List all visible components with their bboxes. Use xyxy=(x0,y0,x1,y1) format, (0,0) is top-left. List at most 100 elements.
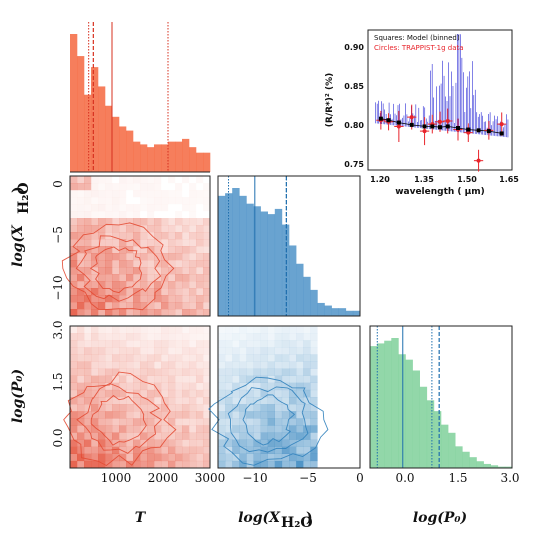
density-cell xyxy=(196,333,204,341)
density-cell xyxy=(267,460,275,469)
model-binned-point xyxy=(396,120,401,125)
density-cell xyxy=(218,404,226,412)
density-cell xyxy=(196,340,204,348)
density-cell xyxy=(70,176,78,184)
density-cell xyxy=(168,260,176,268)
density-cell xyxy=(154,340,162,348)
density-cell xyxy=(175,411,183,419)
density-cell xyxy=(303,361,311,369)
density-cell xyxy=(84,326,92,334)
density-cell xyxy=(84,232,92,240)
density-cell xyxy=(70,218,78,226)
density-cell xyxy=(126,453,134,462)
density-cell xyxy=(196,267,204,275)
density-cell xyxy=(189,218,197,226)
x-label-T: T xyxy=(135,510,147,526)
density-cell xyxy=(70,411,78,419)
density-cell xyxy=(98,225,106,233)
density-cell xyxy=(105,354,113,362)
density-cell xyxy=(154,274,162,282)
density-cell xyxy=(303,404,311,412)
density-cell xyxy=(203,439,211,447)
density-cell xyxy=(175,302,183,310)
density-cell xyxy=(218,411,226,419)
hist-bar xyxy=(168,141,176,172)
hist-bar xyxy=(462,451,470,468)
density-cell xyxy=(260,375,268,383)
density-cell xyxy=(253,382,261,391)
density-cell xyxy=(77,176,85,184)
hist-bar xyxy=(77,56,85,172)
density-cell xyxy=(203,309,211,317)
density-cell xyxy=(119,197,127,205)
inset-y-tick-0.85: 0.85 xyxy=(344,82,364,91)
density-cell xyxy=(260,397,268,405)
density-cell xyxy=(239,404,247,412)
density-cell xyxy=(77,197,85,205)
density-cell xyxy=(77,204,85,212)
density-cell xyxy=(182,309,190,317)
density-cell xyxy=(154,432,162,440)
density-cell xyxy=(175,404,183,412)
density-cell xyxy=(91,418,99,426)
density-cell xyxy=(126,460,134,469)
density-cell xyxy=(91,204,99,212)
density-cell xyxy=(77,425,85,433)
hist-bar xyxy=(253,206,261,316)
density-cell xyxy=(98,218,106,226)
density-cell xyxy=(147,354,155,362)
density-cell xyxy=(119,375,127,383)
density-cell xyxy=(182,418,190,426)
density-cell xyxy=(274,446,283,454)
density-cell xyxy=(126,246,134,254)
density-cell xyxy=(182,274,190,282)
density-cell xyxy=(112,218,120,226)
density-cell xyxy=(140,232,148,240)
density-cell xyxy=(98,340,106,348)
density-cell xyxy=(84,281,92,289)
density-cell xyxy=(70,183,78,191)
density-cell xyxy=(140,460,148,469)
density-cell xyxy=(119,225,127,233)
density-cell xyxy=(310,397,318,405)
density-cell xyxy=(98,246,106,254)
density-cell xyxy=(182,246,190,254)
density-cell xyxy=(105,411,113,419)
density-cell xyxy=(303,389,311,398)
density-cell xyxy=(168,225,176,233)
density-cell xyxy=(168,432,176,440)
density-cell xyxy=(70,389,78,398)
density-cell xyxy=(232,389,240,398)
density-cell xyxy=(260,354,268,362)
density-cell xyxy=(239,340,247,348)
density-cell xyxy=(105,281,113,289)
density-cell xyxy=(154,246,162,254)
density-cell xyxy=(147,260,155,268)
density-cell xyxy=(189,267,197,275)
density-cell xyxy=(98,397,106,405)
density-cell xyxy=(140,295,148,303)
density-cell xyxy=(119,361,127,369)
density-cell xyxy=(154,197,162,205)
density-cell xyxy=(98,302,106,310)
density-cell xyxy=(91,197,98,204)
y-tick-logX-0: 0 xyxy=(51,180,65,188)
density-cell xyxy=(154,361,162,369)
density-cell xyxy=(310,361,318,369)
density-cell xyxy=(168,302,176,310)
density-cell xyxy=(70,281,78,289)
density-cell xyxy=(232,354,240,362)
density-cell xyxy=(189,253,197,261)
density-cell xyxy=(168,382,176,391)
density-cell xyxy=(175,446,183,454)
density-cell xyxy=(126,425,134,433)
density-cell xyxy=(133,340,141,348)
density-cell xyxy=(246,397,254,405)
density-cell xyxy=(274,382,283,391)
density-cell xyxy=(168,176,175,183)
density-cell xyxy=(70,418,78,426)
density-cell xyxy=(175,183,183,191)
density-cell xyxy=(296,361,304,369)
density-cell xyxy=(161,425,169,433)
density-cell xyxy=(303,354,311,362)
